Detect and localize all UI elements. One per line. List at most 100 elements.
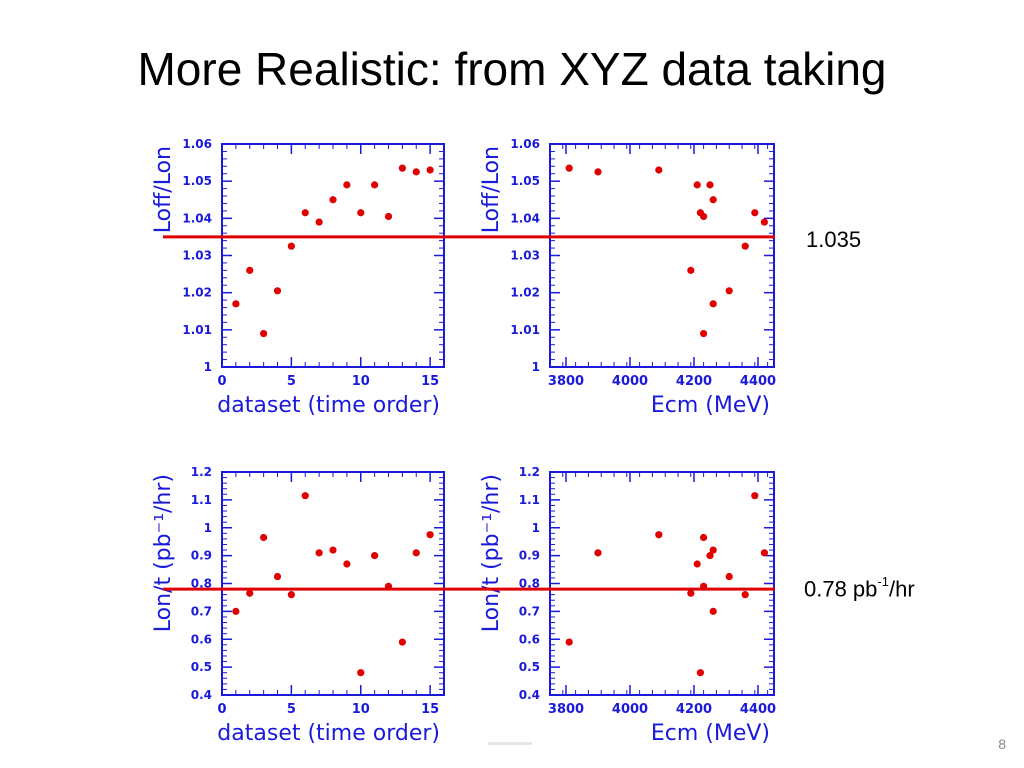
x-axis-title: Ecm (MeV)	[651, 393, 770, 418]
data-point	[371, 181, 379, 189]
data-point	[260, 329, 268, 338]
data-point	[687, 589, 695, 597]
y-tick-label: 0.8	[519, 577, 540, 591]
data-point	[709, 300, 717, 308]
y-tick-label: 1.02	[510, 286, 540, 300]
lon-reference-unit: /hr	[888, 576, 915, 602]
data-point	[655, 166, 663, 174]
chart-panel-3: 0.4 0.5 0.6 0.7 0.8 0.9 1 1.1 1.2 0 5 10 15 dataset (…	[151, 465, 445, 746]
y-tick-label: 1.04	[510, 211, 540, 225]
plot-frame	[221, 143, 445, 368]
x-tick-label: 15	[421, 702, 439, 717]
plot-frame	[221, 471, 445, 696]
data-point	[273, 287, 282, 295]
x-tick-label: 10	[352, 702, 370, 717]
data-point	[384, 212, 393, 221]
chart-panel-2: 1 1.01 1.02 1.03 1.04 1.05 1.06 3800 4000 4200 440…	[479, 137, 776, 418]
data-point	[760, 549, 769, 557]
data-point	[246, 589, 254, 597]
data-point	[700, 212, 708, 221]
data-point	[706, 181, 714, 189]
y-tick-label: 1.03	[182, 249, 212, 263]
y-tick-label: 1.2	[519, 465, 540, 479]
y-tick-label: 0.8	[191, 577, 212, 591]
chart-panel-1: 1 1.01 1.02 1.03 1.04 1.05 1.06 0 5 10 15 dataset (…	[151, 137, 445, 418]
chart-panel-4: 0.4 0.5 0.6 0.7 0.8 0.9 1 1.1 1.2 3800 4000 4200 440…	[479, 465, 776, 746]
data-point	[412, 168, 420, 176]
y-tick-label: 1.01	[182, 323, 212, 337]
data-point	[751, 209, 759, 217]
y-tick-label: 0.4	[519, 688, 540, 702]
data-point	[343, 560, 351, 568]
x-axis-title: dataset (time order)	[217, 721, 440, 746]
data-point	[693, 560, 701, 568]
x-tick-label: 15	[421, 374, 439, 389]
data-point	[287, 242, 295, 250]
y-axis-title: Lon/t (pb⁻¹/hr)	[151, 474, 176, 632]
data-point	[594, 168, 602, 176]
x-tick-label: 4000	[612, 702, 648, 717]
data-point	[725, 287, 733, 295]
data-point	[301, 209, 309, 217]
x-tick-label: 3800	[548, 374, 584, 389]
y-tick-label: 1.1	[519, 493, 540, 507]
data-point	[260, 533, 268, 542]
y-tick-label: 0.9	[191, 549, 212, 563]
y-axis-title: Lon/t (pb⁻¹/hr)	[479, 474, 504, 632]
y-tick-label: 0.7	[191, 604, 212, 618]
page-number: 8	[998, 736, 1006, 752]
y-tick-label: 0.6	[519, 632, 540, 646]
y-tick-label: 0.6	[191, 632, 212, 646]
y-tick-label: 1	[532, 360, 540, 374]
data-point	[232, 300, 240, 308]
data-point	[709, 196, 717, 204]
lon-reference-number: 0.78 pb	[804, 576, 878, 602]
data-point	[760, 218, 769, 226]
data-point	[301, 492, 309, 500]
y-tick-label: 1.03	[510, 249, 540, 263]
data-point	[357, 669, 365, 677]
lon-reference-value: 0.78 pb-1/hr	[804, 574, 915, 602]
data-point	[232, 607, 240, 615]
data-point	[287, 591, 295, 599]
x-tick-label: 4400	[740, 374, 776, 389]
data-point	[357, 209, 365, 217]
y-tick-label: 1.02	[182, 286, 212, 300]
y-tick-label: 1	[532, 521, 540, 535]
x-tick-label: 4200	[676, 702, 712, 717]
y-tick-label: 1	[204, 360, 212, 374]
data-point	[594, 549, 602, 557]
y-tick-label: 1.06	[182, 137, 212, 151]
data-point	[696, 669, 705, 677]
y-tick-label: 1.2	[191, 465, 212, 479]
data-point	[246, 266, 254, 274]
y-tick-label: 1	[204, 521, 212, 535]
y-tick-label: 1.01	[510, 323, 540, 337]
data-point	[693, 181, 701, 189]
data-point	[725, 572, 733, 581]
x-tick-label: 0	[217, 374, 226, 389]
data-point	[709, 607, 717, 615]
data-point	[741, 242, 749, 250]
data-point	[398, 638, 406, 646]
data-point	[426, 531, 434, 539]
data-point	[741, 591, 749, 599]
footer-watermark	[488, 742, 532, 745]
x-tick-label: 10	[352, 374, 370, 389]
y-tick-label: 1.1	[191, 493, 212, 507]
slide-title: More Realistic: from XYZ data taking	[137, 43, 887, 95]
x-tick-label: 3800	[548, 702, 584, 717]
y-tick-label: 0.4	[191, 688, 212, 702]
data-point	[315, 218, 323, 226]
y-axis-title: Loff/Lon	[151, 146, 176, 233]
loff-reference-value: 1.035	[806, 227, 862, 252]
data-point	[371, 552, 379, 560]
data-point	[700, 329, 708, 338]
data-point	[315, 549, 323, 557]
data-point	[709, 546, 717, 554]
x-tick-label: 4000	[612, 374, 648, 389]
data-point	[565, 164, 573, 172]
y-tick-label: 1.05	[510, 174, 540, 188]
x-tick-label: 4200	[676, 374, 712, 389]
